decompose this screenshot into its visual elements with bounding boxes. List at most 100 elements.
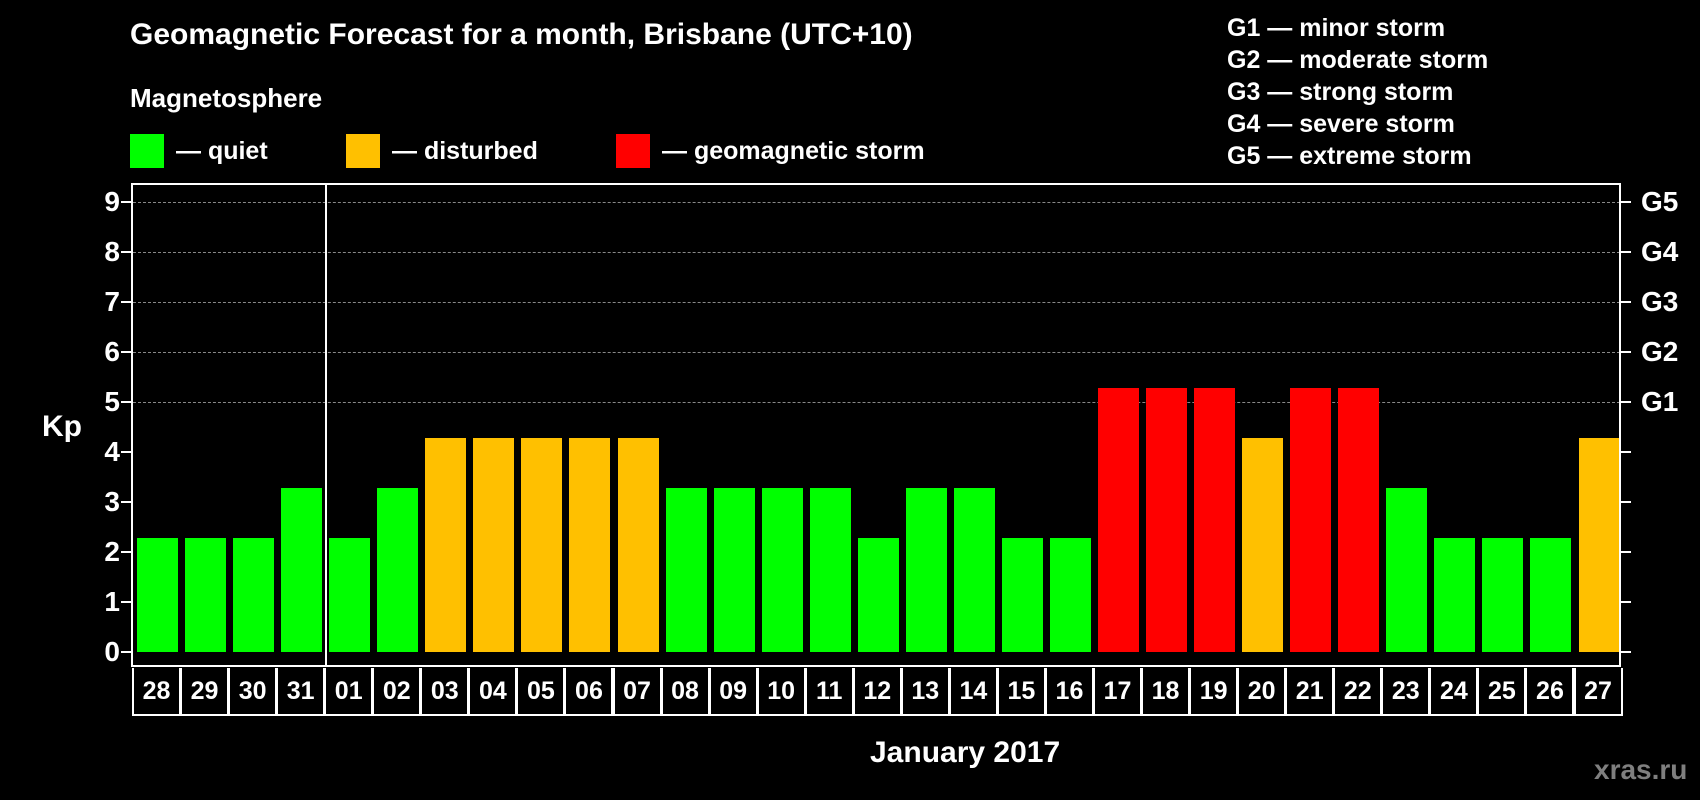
x-tick-label: 27 (1573, 668, 1623, 716)
storm-level-label: G4 (1641, 236, 1679, 267)
gridline (133, 352, 1620, 353)
y-tick-right (1621, 451, 1631, 453)
x-tick-label: 25 (1477, 668, 1527, 716)
bar (617, 438, 659, 652)
bar (761, 488, 803, 652)
y-tick-label: 9 (104, 186, 120, 217)
x-tick-label: 23 (1381, 668, 1431, 716)
y-axis-label: Kp (42, 410, 82, 443)
plot-frame (131, 183, 1621, 667)
x-tick-label: 19 (1189, 668, 1239, 716)
storm-swatch-icon (616, 134, 650, 168)
bar (713, 488, 755, 652)
bar (1194, 388, 1236, 652)
x-tick-label: 02 (372, 668, 422, 716)
bar (1386, 488, 1428, 652)
x-tick-label: 17 (1093, 668, 1143, 716)
bar (521, 438, 563, 652)
y-tick (121, 501, 131, 503)
y-tick (121, 651, 131, 653)
bar (1338, 388, 1380, 652)
chart-subtitle: Magnetosphere (130, 83, 323, 113)
gridline (133, 202, 1620, 203)
y-tick-right (1621, 551, 1631, 553)
y-tick (121, 551, 131, 553)
x-tick-label: 22 (1333, 668, 1383, 716)
x-tick-label: 09 (708, 668, 758, 716)
legend-storm: — geomagnetic storm (616, 134, 925, 168)
x-tick-label: 21 (1285, 668, 1335, 716)
watermark: xras.ru (1594, 754, 1688, 785)
x-tick-label: 16 (1044, 668, 1094, 716)
bar (905, 488, 947, 652)
x-tick-label: 18 (1141, 668, 1191, 716)
legend-quiet-label: — quiet (176, 136, 268, 165)
chart-title: Geomagnetic Forecast for a month, Brisba… (130, 18, 913, 51)
x-tick-label: 06 (564, 668, 614, 716)
storm-legend-g1: G1 — minor storm (1227, 14, 1446, 42)
y-tick-right (1621, 301, 1631, 303)
bar (665, 488, 707, 652)
y-tick-right (1621, 601, 1631, 603)
bar (1001, 538, 1043, 652)
y-tick-right (1621, 251, 1631, 253)
storm-level-label: G1 (1641, 386, 1679, 417)
x-tick-label: 24 (1429, 668, 1479, 716)
x-tick-label: 13 (900, 668, 950, 716)
bar (281, 488, 323, 652)
y-tick-label: 4 (104, 436, 120, 467)
bar (1434, 538, 1476, 652)
bar (1146, 388, 1188, 652)
legend-storm-label: — geomagnetic storm (662, 136, 925, 165)
y-tick-right (1621, 201, 1631, 203)
disturbed-swatch-icon (346, 134, 380, 168)
y-tick-label: 1 (104, 586, 120, 617)
bar (1530, 538, 1572, 652)
x-tick-label: 14 (948, 668, 998, 716)
x-tick-label: 12 (852, 668, 902, 716)
bar (953, 488, 995, 652)
y-tick-label: 5 (104, 386, 120, 417)
bar (1482, 538, 1524, 652)
bar (233, 538, 275, 652)
bar (329, 538, 371, 652)
storm-legend-g2: G2 — moderate storm (1227, 46, 1489, 74)
y-tick-label: 6 (104, 336, 120, 367)
y-tick-right (1621, 401, 1631, 403)
x-tick-label: 31 (276, 668, 326, 716)
bar (1290, 388, 1332, 652)
storm-level-label: G2 (1641, 336, 1679, 367)
storm-legend-g5: G5 — extreme storm (1227, 142, 1472, 170)
legend-disturbed: — disturbed (346, 134, 538, 168)
y-tick (121, 251, 131, 253)
y-tick (121, 301, 131, 303)
bar (1098, 388, 1140, 652)
x-axis-label: January 2017 (870, 736, 1061, 769)
y-tick (121, 201, 131, 203)
bar (569, 438, 611, 652)
legend-quiet: — quiet (130, 134, 268, 168)
bar (857, 538, 899, 652)
x-tick-label: 28 (132, 668, 182, 716)
y-tick-label: 0 (104, 636, 120, 667)
y-tick (121, 451, 131, 453)
bar (185, 538, 227, 652)
y-tick (121, 601, 131, 603)
x-tick-label: 08 (660, 668, 710, 716)
x-tick-label: 04 (468, 668, 518, 716)
y-tick (121, 351, 131, 353)
x-tick-label: 03 (420, 668, 470, 716)
x-tick-label: 01 (324, 668, 374, 716)
x-tick-label: 20 (1237, 668, 1287, 716)
y-tick-label: 8 (104, 236, 120, 267)
bar (809, 488, 851, 652)
bar (137, 538, 179, 652)
gridline (133, 402, 1620, 403)
y-tick-label: 7 (104, 286, 120, 317)
bar (1049, 538, 1091, 652)
y-tick (121, 401, 131, 403)
gridline (133, 252, 1620, 253)
y-tick-right (1621, 651, 1631, 653)
legend-disturbed-label: — disturbed (392, 136, 538, 165)
month-divider (325, 183, 327, 667)
